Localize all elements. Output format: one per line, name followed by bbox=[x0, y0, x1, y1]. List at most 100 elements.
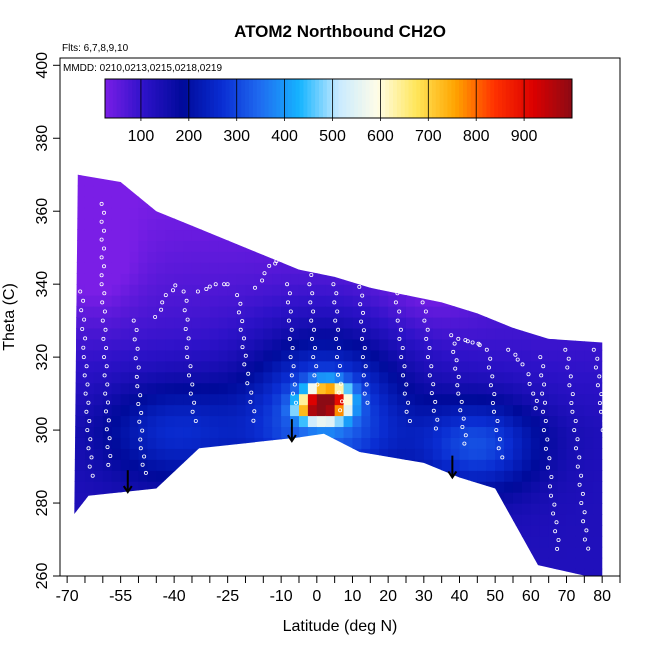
field-cell bbox=[236, 557, 247, 570]
field-cell bbox=[298, 393, 309, 406]
field-cell bbox=[548, 415, 559, 428]
field-cell bbox=[361, 557, 371, 570]
field-cell bbox=[548, 174, 559, 187]
field-cell bbox=[611, 317, 621, 329]
field-cell bbox=[120, 404, 131, 417]
field-cell bbox=[316, 481, 327, 493]
field-cell bbox=[138, 207, 148, 220]
field-cell bbox=[486, 284, 496, 296]
field-cell bbox=[530, 185, 541, 198]
field-cell bbox=[361, 459, 371, 471]
sample-point bbox=[309, 336, 314, 341]
field-cell bbox=[254, 524, 264, 537]
field-cell bbox=[102, 262, 113, 274]
field-cell bbox=[441, 546, 452, 559]
sample-point bbox=[133, 356, 138, 361]
field-cell bbox=[566, 262, 577, 274]
field-cell bbox=[156, 535, 166, 548]
sample-point bbox=[470, 340, 475, 345]
sample-point bbox=[331, 282, 336, 287]
field-cell bbox=[325, 218, 336, 231]
field-cell bbox=[84, 327, 95, 340]
field-cell bbox=[209, 481, 220, 493]
field-cell bbox=[227, 415, 238, 428]
field-cell bbox=[512, 327, 523, 340]
field-cell bbox=[548, 185, 559, 198]
field-cell bbox=[325, 535, 336, 548]
sample-point bbox=[599, 392, 604, 397]
field-cell bbox=[138, 338, 148, 351]
field-cell bbox=[432, 174, 443, 187]
field-cell bbox=[290, 568, 300, 576]
field-cell bbox=[584, 174, 594, 176]
field-cell bbox=[432, 393, 443, 406]
field-cell bbox=[174, 371, 184, 384]
field-cell bbox=[361, 295, 371, 307]
field-cell bbox=[147, 338, 157, 351]
field-cell bbox=[477, 262, 487, 274]
sample-point bbox=[106, 418, 111, 423]
field-cell bbox=[120, 503, 131, 515]
field-cell bbox=[227, 535, 238, 548]
field-cell bbox=[120, 437, 131, 449]
field-cell bbox=[405, 459, 416, 471]
field-cell bbox=[584, 568, 594, 576]
field-cell bbox=[147, 513, 157, 526]
sample-point bbox=[332, 300, 337, 305]
sample-point bbox=[597, 374, 602, 379]
sample-point bbox=[534, 398, 539, 403]
field-cell bbox=[183, 273, 193, 285]
x-tick-label: 10 bbox=[344, 588, 362, 605]
field-cell bbox=[459, 404, 470, 417]
sample-point bbox=[552, 502, 557, 507]
field-cell bbox=[441, 284, 452, 296]
field-cell bbox=[93, 437, 104, 449]
field-cell bbox=[120, 338, 131, 351]
field-cell bbox=[84, 251, 95, 263]
sample-point bbox=[488, 383, 493, 388]
field-cell bbox=[521, 295, 532, 307]
field-cell bbox=[290, 470, 300, 482]
field-cell bbox=[414, 284, 425, 296]
field-cell bbox=[370, 174, 380, 187]
field-cell bbox=[93, 557, 104, 570]
field-cell bbox=[102, 240, 113, 252]
field-cell bbox=[227, 284, 238, 296]
colorbar: 100 200 300 400 500 600 700 800 900 bbox=[104, 78, 573, 145]
field-cell bbox=[147, 481, 157, 493]
field-cell bbox=[102, 327, 113, 340]
field-cell bbox=[227, 317, 238, 329]
sample-point bbox=[581, 519, 586, 524]
field-cell bbox=[200, 426, 211, 438]
field-cell bbox=[147, 535, 157, 548]
sample-point bbox=[287, 336, 292, 341]
field-cell bbox=[450, 557, 461, 570]
colorbar-tick-label: 400 bbox=[271, 128, 298, 145]
field-cell bbox=[379, 426, 389, 438]
field-cell bbox=[254, 338, 264, 351]
field-cell bbox=[191, 437, 202, 449]
colorbar-swatch bbox=[260, 79, 266, 118]
field-cell bbox=[102, 371, 113, 384]
field-cell bbox=[218, 568, 229, 576]
field-cell bbox=[414, 535, 425, 548]
x-tick-label: -10 bbox=[270, 588, 293, 605]
field-cell bbox=[405, 327, 416, 340]
field-cell bbox=[290, 185, 300, 198]
field-cell bbox=[200, 327, 211, 340]
field-cell bbox=[441, 415, 452, 428]
field-cell bbox=[584, 524, 594, 537]
field-cell bbox=[298, 470, 309, 482]
field-cell bbox=[298, 174, 309, 187]
field-cell bbox=[450, 349, 461, 362]
field-cell bbox=[245, 174, 255, 176]
field-cell bbox=[405, 546, 416, 559]
field-cell bbox=[504, 295, 514, 307]
field-cell bbox=[245, 262, 255, 274]
field-cell bbox=[200, 207, 211, 220]
field-cell bbox=[486, 470, 496, 482]
field-cell bbox=[397, 306, 407, 318]
field-cell bbox=[530, 207, 541, 220]
field-cell bbox=[379, 568, 389, 576]
sample-point bbox=[580, 491, 585, 496]
